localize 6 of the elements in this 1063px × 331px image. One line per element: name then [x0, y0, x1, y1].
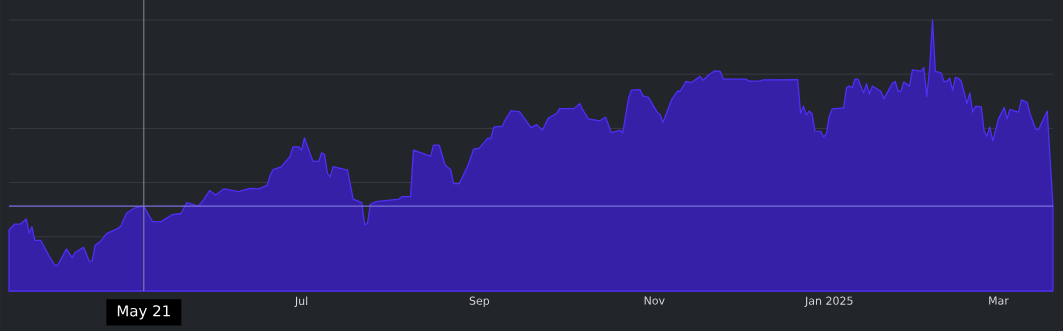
x-tick-label: Jul — [294, 296, 308, 308]
x-tick-label: Sep — [469, 296, 490, 307]
x-tick-label: Mar — [989, 296, 1009, 305]
ref-line-label: May 21 — [117, 305, 170, 320]
x-tick-label: Nov — [644, 296, 665, 305]
x-tick-label: Jan 2025 — [804, 296, 853, 307]
